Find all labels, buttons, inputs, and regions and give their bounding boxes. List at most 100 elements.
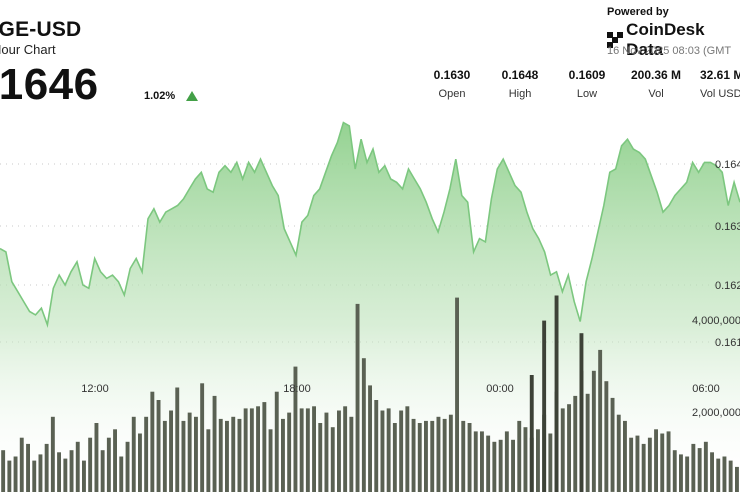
volume-bar <box>672 450 677 492</box>
volume-bar <box>548 433 553 492</box>
volume-bar <box>100 450 105 492</box>
volume-bar <box>716 458 721 492</box>
x-axis-ticks: 12:00 18:00 00:00 06:00 <box>81 383 720 395</box>
volume-bar <box>330 427 335 492</box>
volume-bar <box>88 437 93 492</box>
volume-bar <box>411 418 416 492</box>
volume-bar <box>156 400 161 492</box>
volume-tick-label: 2,000,000 <box>692 407 740 419</box>
volume-bar <box>455 297 459 492</box>
volume-bar <box>13 456 18 492</box>
volume-bar <box>417 423 422 492</box>
volume-bar <box>349 416 354 492</box>
volume-bar <box>529 375 534 492</box>
stat-high-label: High <box>508 88 532 100</box>
stat-open-value: 0.1630 <box>433 68 471 82</box>
volume-bar <box>448 414 453 492</box>
volume-bar <box>200 383 205 492</box>
volume-bar <box>480 431 484 492</box>
volume-bar <box>212 395 217 492</box>
volume-bar <box>26 443 30 492</box>
volume-bar <box>162 420 167 492</box>
volume-bar <box>386 408 391 492</box>
powered-by-label: Powered by <box>607 6 669 18</box>
volume-bar <box>262 402 267 492</box>
volume-bar <box>523 427 528 492</box>
volume-bar <box>598 349 603 492</box>
volume-bar <box>32 460 37 492</box>
volume-bar <box>305 408 310 492</box>
stat-vol-usd: 32.61 M Vol USD <box>700 68 740 100</box>
volume-bar <box>249 408 254 492</box>
volume-bar <box>486 435 491 492</box>
brand-logo[interactable]: CoinDesk Data <box>607 20 740 60</box>
volume-bar <box>691 443 696 492</box>
volume-bar <box>106 437 111 492</box>
x-tick-label: 18:00 <box>283 383 311 395</box>
volume-bar <box>610 397 615 492</box>
volume-bar <box>436 416 441 492</box>
volume-bar <box>281 418 285 492</box>
volume-tick-label: 4,000,000 <box>692 315 740 327</box>
volume-bar <box>591 370 596 492</box>
volume-bar <box>629 437 634 492</box>
volume-bar <box>380 410 385 492</box>
volume-bar <box>243 408 248 492</box>
stat-vol-usd-label: Vol USD <box>700 88 740 100</box>
volume-bar <box>75 441 80 492</box>
volume-bar <box>206 429 211 492</box>
volume-bar <box>442 418 447 492</box>
volume-bar <box>616 414 621 492</box>
volume-bar <box>69 450 74 492</box>
volume-bar <box>187 412 192 492</box>
volume-bar <box>268 429 273 492</box>
volume-bar <box>231 416 236 492</box>
volume-bar <box>194 416 198 492</box>
volume-bar <box>703 441 708 492</box>
volume-bar <box>660 433 665 492</box>
volume-bar <box>498 439 503 492</box>
stat-low-label: Low <box>576 88 598 100</box>
volume-bar <box>392 423 397 492</box>
volume-bar <box>585 393 590 492</box>
volume-bar <box>641 443 646 492</box>
volume-bar <box>554 295 559 492</box>
volume-bar <box>560 408 565 492</box>
volume-bar <box>679 454 683 492</box>
asset-symbol: OGE-USD <box>0 18 82 41</box>
stat-low: 0.1609 Low <box>547 68 627 100</box>
timestamp: 16 Nov 2025 08:03 (GMT <box>607 45 732 57</box>
volume-bar <box>654 429 658 492</box>
price-tick-label: 0.164 <box>715 159 740 171</box>
up-arrow-icon <box>186 91 198 101</box>
volume-bar <box>536 429 540 492</box>
volume-bar <box>150 391 155 492</box>
volume-bar <box>573 395 578 492</box>
volume-bar <box>710 452 714 492</box>
volume-bar <box>218 418 223 492</box>
brand-name: CoinDesk Data <box>626 20 705 59</box>
volume-bar <box>405 406 410 492</box>
stat-vol-usd-value: 32.61 M <box>700 68 740 82</box>
volume-bar <box>467 423 472 492</box>
volume-bar <box>274 391 279 492</box>
volume-bar <box>119 456 124 492</box>
price-tick-label: 0.161 <box>715 337 740 349</box>
volume-bar <box>374 400 379 492</box>
volume-bar <box>113 429 117 492</box>
volume-bar <box>343 406 348 492</box>
volume-bar <box>318 423 323 492</box>
chart-subtitle: Hour Chart <box>0 42 56 57</box>
stat-high-value: 0.1648 <box>501 68 539 82</box>
stat-vol: 200.36 M Vol <box>616 68 696 100</box>
volume-bar <box>287 412 292 492</box>
volume-bar <box>728 460 733 492</box>
x-tick-label: 06:00 <box>692 383 720 395</box>
price-axis-ticks: 0.164 0.163 0.162 0.161 <box>715 159 740 349</box>
volume-bar <box>579 333 584 492</box>
volume-bar <box>685 456 690 492</box>
volume-axis-ticks: 4,000,000 2,000,000 <box>692 315 740 419</box>
price-change-percent: 1.02% <box>144 90 176 102</box>
volume-bar <box>517 420 522 492</box>
coindesk-logo-icon <box>607 32 623 48</box>
